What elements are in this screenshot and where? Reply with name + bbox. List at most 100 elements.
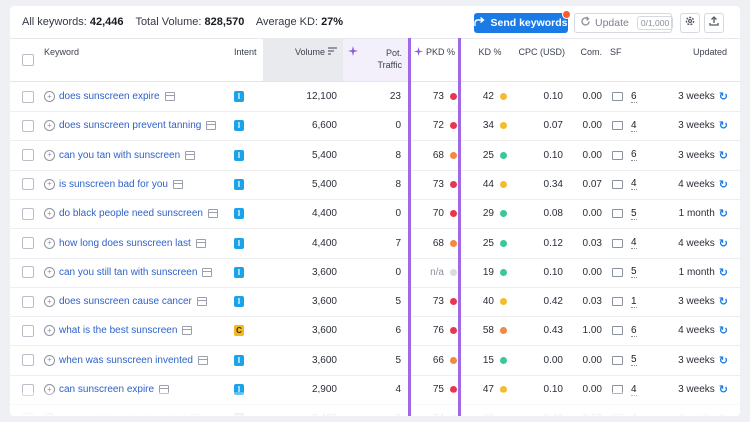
intent-badge: C [234,325,244,337]
keyword-link[interactable]: does sunscreen expire [59,91,160,102]
serp-preview-icon[interactable] [206,121,217,131]
send-keywords-button[interactable]: Send keywords [474,10,571,33]
settings-button[interactable] [680,13,700,33]
keyword-link[interactable]: how long does sunscreen last [59,237,191,249]
pot-traffic-cell: 7 [395,237,401,249]
row-checkbox[interactable] [22,266,34,279]
row-checkbox[interactable] [22,90,34,103]
header-intent[interactable]: Intent [234,47,257,57]
export-button[interactable] [704,13,724,33]
add-keyword-icon[interactable]: + [44,354,55,366]
add-keyword-icon[interactable]: + [44,178,55,190]
keyword-link[interactable]: what is the best sunscreen [59,325,178,337]
refresh-icon[interactable]: ↻ [718,266,728,279]
kd-difficulty-dot [500,93,507,100]
table-row: + can you still tan with sunscreen I 3,600 0… [10,258,740,288]
select-all-checkbox[interactable] [22,54,34,66]
add-keyword-icon[interactable]: + [44,237,55,249]
keyword-link[interactable]: can sunscreen expire [59,384,155,395]
sf-cell[interactable]: 5 [612,258,652,287]
serp-preview-icon[interactable] [197,355,208,365]
header-pot-traffic[interactable]: Pot. Traffic [343,39,408,81]
serp-preview-icon[interactable] [185,150,196,160]
row-checkbox[interactable] [22,119,34,132]
add-keyword-icon[interactable]: + [44,208,55,220]
add-keyword-icon[interactable]: + [44,149,55,161]
add-keyword-icon[interactable]: + [44,325,55,337]
sf-cell[interactable]: 6 [612,82,652,111]
header-com[interactable]: Com. [580,47,602,57]
refresh-icon[interactable]: ↻ [718,178,728,191]
sf-cell[interactable]: 6 [612,316,652,345]
serp-preview-icon[interactable] [182,326,193,336]
kd-value: 58 [482,325,494,337]
header-pkd[interactable]: PKD % [411,39,458,81]
serp-preview-icon[interactable] [195,238,206,248]
row-checkbox[interactable] [22,149,34,162]
pkd-cell: 68 [411,229,457,258]
refresh-icon[interactable]: ↻ [718,91,728,103]
serp-preview-icon[interactable] [208,209,218,219]
keyword-link[interactable]: does sunscreen cause cancer [59,296,192,308]
refresh-icon[interactable]: ↻ [718,120,728,133]
refresh-icon[interactable]: ↻ [718,149,728,162]
table-row: + do black people need sunscreen I 4,400 0 70… [10,199,740,230]
update-button[interactable]: Update 0/1,000 [574,13,674,33]
serp-preview-icon[interactable] [196,297,207,307]
row-checkbox[interactable] [22,207,34,220]
all-keywords-label: All keywords: [22,16,87,28]
sf-cell[interactable]: 4 [612,111,652,140]
row-checkbox[interactable] [22,237,34,249]
sf-count: 4 [631,119,637,132]
header-kd[interactable]: KD % [478,47,502,57]
refresh-icon[interactable]: ↻ [718,384,728,396]
sf-cell[interactable]: 1 [612,287,652,316]
com-cell: 0.07 [582,178,602,190]
updated-value: 4 weeks [678,325,715,337]
keyword-link[interactable]: does sunscreen prevent tanning [59,120,202,132]
refresh-icon[interactable]: ↻ [718,208,728,221]
row-checkbox[interactable] [22,295,34,308]
keyword-link[interactable]: is sunscreen bad for you [59,178,168,190]
sf-cell[interactable]: 4 [612,170,652,199]
refresh-icon[interactable]: ↻ [718,325,728,338]
sort-icon [328,47,337,57]
kd-cell: 25 [465,229,507,258]
serp-preview-icon[interactable] [172,179,183,189]
refresh-icon[interactable]: ↻ [718,237,728,250]
header-volume[interactable]: Volume [263,39,343,81]
header-sf[interactable]: SF [610,47,622,57]
upload-icon [708,14,720,32]
sf-cell[interactable]: 6 [612,141,652,170]
row-checkbox[interactable] [22,354,34,367]
intent-cell: I [234,229,254,258]
refresh-icon[interactable]: ↻ [718,354,728,367]
row-checkbox[interactable] [22,324,34,337]
keyword-link[interactable]: can you still tan with sunscreen [59,266,198,278]
refresh-icon[interactable]: ↻ [718,296,728,309]
sf-cell[interactable]: 5 [612,346,652,375]
header-updated[interactable]: Updated [692,47,727,57]
pot-traffic-cell: 23 [389,91,401,102]
sf-cell[interactable]: 4 [612,229,652,258]
serp-preview-icon[interactable] [164,92,175,101]
header-cpc[interactable]: CPC (USD) [518,47,566,57]
add-keyword-icon[interactable]: + [44,120,55,132]
header-keyword[interactable]: Keyword [44,47,80,57]
kd-difficulty-dot [500,356,507,364]
intent-cell: I [234,258,254,287]
table-row: + is sunscreen bad for you I 5,400 8 73 44 0.34… [10,170,740,200]
sf-count: 5 [631,354,637,367]
serp-preview-icon[interactable] [202,267,213,277]
add-keyword-icon[interactable]: + [44,296,55,308]
keyword-link[interactable]: when was sunscreen invented [59,354,193,366]
add-keyword-icon[interactable]: + [44,266,55,278]
add-keyword-icon[interactable]: + [44,91,55,102]
sf-cell[interactable]: 5 [612,199,652,228]
pkd-value: 73 [432,91,444,102]
volume-cell: 3,600 [311,354,337,366]
row-checkbox[interactable] [22,178,34,191]
keyword-link[interactable]: can you tan with sunscreen [59,149,181,161]
kd-value: 42 [482,91,494,102]
keyword-link[interactable]: do black people need sunscreen [59,208,203,220]
